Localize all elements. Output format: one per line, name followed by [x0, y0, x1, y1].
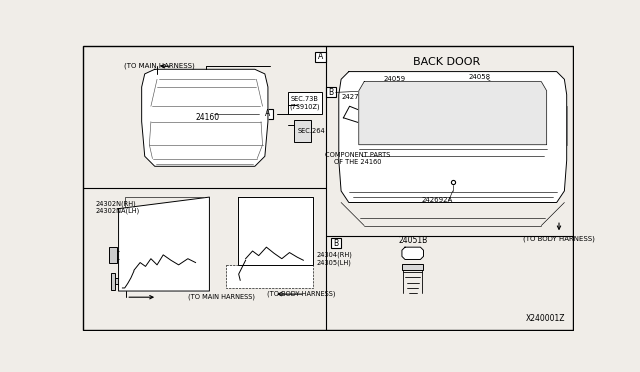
Polygon shape: [141, 69, 268, 166]
Text: BACK DOOR: BACK DOOR: [413, 57, 480, 67]
Text: 24302N(RH)
24302NA(LH): 24302N(RH) 24302NA(LH): [95, 200, 140, 214]
Text: 24271F: 24271F: [342, 94, 368, 100]
Polygon shape: [339, 71, 566, 202]
Bar: [111, 273, 115, 289]
Text: 24304(RH)
24305(LH): 24304(RH) 24305(LH): [316, 252, 353, 266]
Bar: [227, 265, 312, 288]
Text: B: B: [328, 88, 333, 97]
Text: SEC.73B
(73910Z): SEC.73B (73910Z): [289, 96, 320, 110]
Bar: [288, 92, 322, 114]
Polygon shape: [402, 247, 424, 260]
Text: COMPONENT PARTS
OF THE 24160: COMPONENT PARTS OF THE 24160: [324, 152, 390, 165]
Text: 24051B: 24051B: [398, 237, 428, 246]
Bar: [402, 264, 424, 270]
Text: (TO BODY HARNESS): (TO BODY HARNESS): [523, 235, 595, 242]
Text: 24058: 24058: [468, 74, 491, 80]
Bar: [339, 106, 353, 145]
Text: 24059: 24059: [384, 76, 406, 82]
Text: (TO MAIN HARNESS): (TO MAIN HARNESS): [124, 63, 195, 70]
Bar: [243, 197, 307, 228]
Text: 24160: 24160: [196, 113, 220, 122]
Polygon shape: [118, 197, 209, 291]
Bar: [541, 95, 547, 104]
Text: (TO MAIN HARNESS): (TO MAIN HARNESS): [188, 294, 255, 301]
Bar: [326, 87, 336, 97]
Bar: [136, 264, 140, 268]
Text: A: A: [266, 109, 271, 118]
Text: (TO BODY HARNESS): (TO BODY HARNESS): [268, 291, 336, 297]
Text: X240001Z: X240001Z: [525, 314, 565, 323]
Bar: [115, 278, 120, 284]
Polygon shape: [238, 197, 312, 265]
Polygon shape: [344, 106, 365, 123]
Bar: [274, 245, 278, 249]
Bar: [125, 197, 204, 232]
Bar: [149, 260, 153, 264]
Bar: [109, 247, 117, 263]
Text: B: B: [333, 239, 339, 248]
Bar: [294, 120, 311, 142]
Text: A: A: [317, 52, 323, 61]
Text: SEC.264: SEC.264: [298, 128, 326, 134]
Bar: [263, 249, 267, 253]
Text: 242692A: 242692A: [422, 197, 453, 203]
Bar: [553, 106, 566, 145]
Bar: [315, 52, 326, 62]
Bar: [248, 253, 252, 256]
Bar: [331, 238, 340, 248]
Polygon shape: [359, 81, 547, 145]
Bar: [263, 109, 273, 119]
